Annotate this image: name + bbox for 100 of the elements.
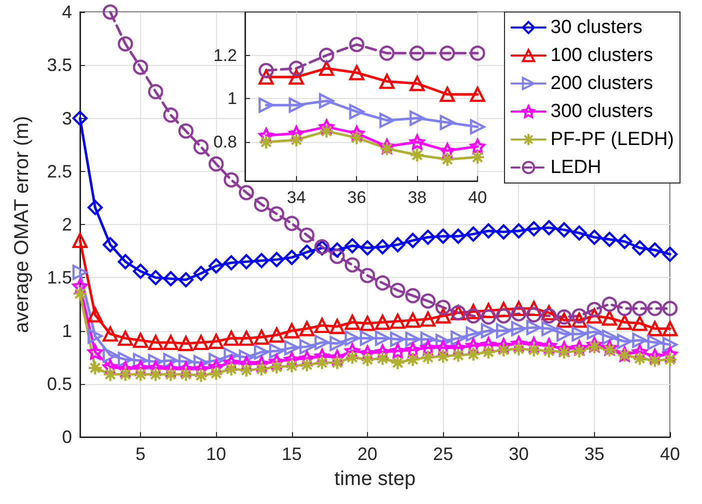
- x-axis-title: time step: [334, 468, 416, 490]
- point: [405, 232, 420, 248]
- point: [617, 334, 632, 349]
- point: [314, 348, 330, 364]
- point: [178, 272, 194, 288]
- point: [314, 318, 330, 334]
- point: [299, 350, 315, 366]
- point: [102, 4, 118, 20]
- point: [586, 308, 602, 324]
- point: [662, 352, 678, 368]
- point: [379, 112, 395, 128]
- y-tick-label: 0.8: [213, 132, 237, 152]
- point: [132, 360, 148, 376]
- point: [496, 323, 512, 338]
- point: [360, 240, 376, 256]
- point: [541, 220, 557, 236]
- point: [496, 302, 512, 318]
- point: [224, 255, 239, 270]
- point: [632, 332, 648, 348]
- y-axis-title: average OMAT error (m): [11, 116, 33, 334]
- point: [541, 343, 557, 359]
- point: [647, 352, 662, 368]
- point: [435, 308, 451, 324]
- point: [602, 330, 618, 345]
- point: [360, 268, 376, 284]
- point: [224, 330, 239, 346]
- point: [374, 344, 390, 360]
- legend-label: LEDH: [550, 157, 602, 178]
- point: [405, 288, 420, 304]
- point: [132, 366, 148, 382]
- legend-label: 300 clusters: [550, 101, 653, 122]
- point: [299, 321, 315, 336]
- point: [349, 65, 364, 80]
- point: [420, 332, 436, 347]
- x-tick-label: 25: [433, 444, 454, 464]
- point: [586, 230, 602, 245]
- point: [647, 242, 662, 258]
- point: [148, 270, 164, 286]
- point: [632, 344, 648, 360]
- point: [238, 362, 254, 378]
- point: [284, 250, 300, 266]
- point: [390, 314, 406, 329]
- point: [440, 46, 455, 61]
- point: [410, 76, 425, 92]
- point: [163, 352, 178, 368]
- point: [269, 327, 284, 343]
- point: [662, 346, 678, 362]
- point: [647, 321, 662, 336]
- point: [410, 147, 425, 163]
- y-tick-label: 0: [62, 427, 72, 447]
- x-tick-label: 15: [282, 444, 302, 464]
- point: [349, 130, 364, 146]
- point: [541, 321, 557, 336]
- legend-label: 200 clusters: [550, 73, 653, 94]
- point: [526, 342, 542, 358]
- point: [405, 352, 420, 368]
- point: [258, 62, 274, 78]
- legend-label: PF-PF (LEDH): [550, 129, 674, 150]
- point: [617, 300, 632, 316]
- y-tick-label: 1: [228, 89, 237, 108]
- point: [466, 226, 481, 242]
- point: [288, 98, 304, 113]
- point: [572, 308, 587, 324]
- point: [374, 239, 390, 254]
- point: [662, 336, 678, 352]
- point: [662, 246, 678, 262]
- point: [390, 237, 406, 252]
- point: [163, 334, 178, 350]
- point: [238, 356, 254, 372]
- y-tick-label: 2: [62, 214, 72, 234]
- point: [258, 128, 274, 144]
- point: [284, 216, 300, 232]
- point: [511, 300, 526, 316]
- point: [178, 366, 194, 382]
- y-tick-label: 0.5: [46, 374, 72, 394]
- point: [163, 107, 178, 123]
- point: [254, 356, 270, 372]
- point: [72, 264, 88, 280]
- point: [102, 348, 118, 363]
- point: [102, 359, 118, 374]
- point: [632, 350, 648, 366]
- point: [288, 132, 304, 148]
- point: [405, 342, 420, 358]
- point: [480, 309, 496, 325]
- x-tick-label: 34: [286, 188, 306, 207]
- point: [208, 366, 224, 381]
- point: [470, 138, 486, 154]
- point: [556, 312, 572, 328]
- point: [349, 104, 364, 120]
- x-tick-label: 30: [508, 444, 529, 464]
- point: [662, 300, 678, 316]
- point: [374, 275, 390, 291]
- point: [405, 312, 420, 328]
- point: [148, 354, 164, 370]
- point: [118, 36, 133, 52]
- point: [556, 326, 572, 342]
- point: [572, 340, 587, 356]
- point: [617, 234, 632, 250]
- point: [632, 316, 648, 331]
- point: [572, 343, 587, 359]
